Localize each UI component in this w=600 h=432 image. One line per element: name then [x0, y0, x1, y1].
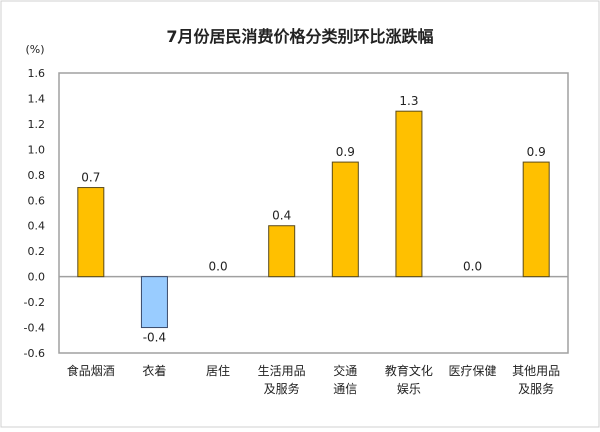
data-label: 0.9	[336, 145, 355, 159]
y-tick-label: 1.2	[28, 118, 46, 131]
y-tick-label: 1.4	[28, 92, 46, 105]
data-label: -0.4	[143, 331, 166, 345]
x-tick-label: 及服务	[264, 381, 300, 396]
x-tick-label: 通信	[333, 382, 357, 396]
bar	[268, 225, 296, 278]
y-tick-label: 0.0	[28, 271, 46, 284]
x-tick-label: 生活用品	[258, 364, 306, 378]
x-tick-label: 食品烟酒	[67, 363, 115, 378]
x-tick-label: 娱乐	[397, 382, 421, 396]
plot-area	[58, 72, 569, 354]
y-tick-label: -0.2	[24, 296, 45, 309]
chart-title: 7月份居民消费价格分类别环比涨跌幅	[166, 27, 433, 46]
x-tick-label: 教育文化	[385, 363, 433, 378]
y-axis-unit: (%)	[25, 43, 44, 56]
x-tick-label: 其他用品	[512, 364, 560, 378]
y-tick-label: 0.4	[28, 220, 46, 233]
bar	[140, 276, 168, 329]
data-label: 0.7	[81, 171, 100, 185]
y-tick-label: 0.2	[28, 245, 46, 258]
data-label: 0.9	[527, 145, 546, 159]
data-label: 0.4	[272, 209, 291, 223]
bar	[77, 187, 105, 278]
bar	[522, 161, 550, 278]
y-tick-label: -0.4	[24, 322, 45, 335]
x-tick-label: 及服务	[518, 381, 554, 396]
data-label: 0.0	[209, 260, 228, 274]
y-tick-label: 0.8	[28, 169, 46, 182]
bar	[395, 110, 423, 278]
data-label: 0.0	[463, 260, 482, 274]
x-tick-label: 居住	[206, 364, 230, 378]
x-tick-label: 医疗保健	[449, 364, 497, 378]
y-tick-label: 1.6	[28, 67, 46, 80]
y-tick-label: 0.6	[28, 194, 46, 207]
y-tick-label: 1.0	[28, 143, 46, 156]
x-tick-label: 衣着	[142, 363, 166, 378]
bar	[331, 161, 359, 278]
data-label: 1.3	[399, 94, 418, 108]
x-tick-label: 交通	[333, 363, 357, 378]
y-tick-label: -0.6	[24, 347, 45, 360]
